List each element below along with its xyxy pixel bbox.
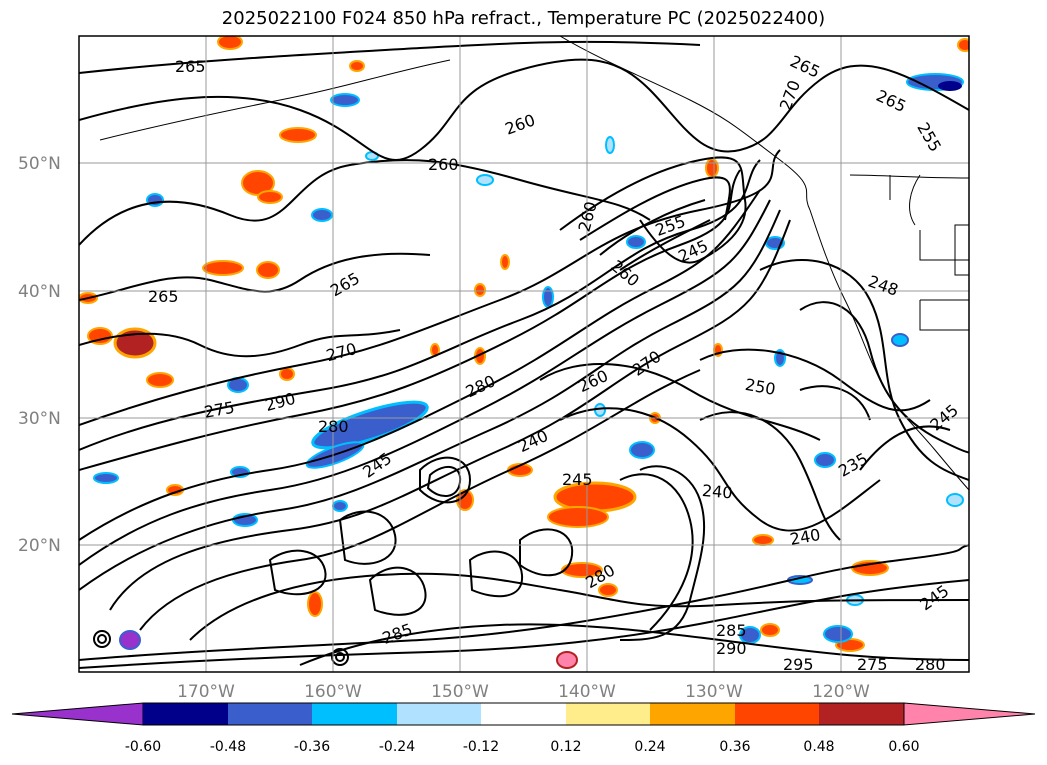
colorbar-extend-low xyxy=(11,702,144,726)
contour-label: 260 xyxy=(428,155,459,174)
colorbar-segment xyxy=(566,703,650,725)
lat-label-50n: 50°N xyxy=(18,154,61,174)
contour-label: 275 xyxy=(857,655,888,674)
lon-label-150w: 150°W xyxy=(431,682,489,702)
lon-label-130w: 130°W xyxy=(685,682,743,702)
colorbar-tick-label: 0.60 xyxy=(888,739,919,755)
colorbar-tick-label: -0.12 xyxy=(463,739,499,755)
colorbar-segment xyxy=(650,703,735,725)
contour-label: 285 xyxy=(716,621,747,640)
map-title: 2025022100 F024 850 hPa refract., Temper… xyxy=(221,8,826,29)
colorbar-tick-label: -0.48 xyxy=(210,739,246,755)
contour-label: 265 xyxy=(148,287,179,306)
lat-label-30n: 30°N xyxy=(18,409,61,429)
contour-label: 290 xyxy=(716,639,747,658)
coastlines xyxy=(99,36,969,491)
colorbar-tick-label: -0.36 xyxy=(294,739,330,755)
colorbar-extend-high xyxy=(903,702,1036,726)
colorbar-tick-label: 0.36 xyxy=(719,739,750,755)
temperature-contours xyxy=(79,40,969,669)
colorbar-segment xyxy=(819,703,904,725)
colorbar-segment xyxy=(228,703,312,725)
colorbar: -0.60 -0.48 -0.36 -0.24 -0.12 0.12 0.24 … xyxy=(11,702,1036,755)
colorbar-segment xyxy=(397,703,481,725)
graticule xyxy=(79,36,969,672)
colorbar-tick-label: 0.12 xyxy=(550,739,581,755)
contour-label: 240 xyxy=(701,481,733,503)
plot-frame xyxy=(78,35,970,673)
contour-label: 295 xyxy=(783,655,814,674)
contour-label: 245 xyxy=(562,470,593,489)
lat-label-40n: 40°N xyxy=(18,282,61,302)
colorbar-tick-label: 0.48 xyxy=(803,739,834,755)
contour-label: 280 xyxy=(915,655,946,674)
colorbar-tick-label: -0.24 xyxy=(379,739,415,755)
contour-label: 265 xyxy=(175,57,206,76)
colorbar-tick-label: -0.60 xyxy=(125,739,161,755)
lon-label-140w: 140°W xyxy=(558,682,616,702)
contour-label: 280 xyxy=(318,417,349,436)
lon-label-160w: 160°W xyxy=(304,682,362,702)
lat-label-20n: 20°N xyxy=(18,536,61,556)
colorbar-tick-label: 0.24 xyxy=(634,739,665,755)
lon-label-170w: 170°W xyxy=(177,682,235,702)
colorbar-segment xyxy=(312,703,397,725)
lon-label-120w: 120°W xyxy=(812,682,870,702)
colorbar-segment xyxy=(735,703,819,725)
colorbar-segment xyxy=(481,703,566,725)
colorbar-segment xyxy=(143,703,228,725)
